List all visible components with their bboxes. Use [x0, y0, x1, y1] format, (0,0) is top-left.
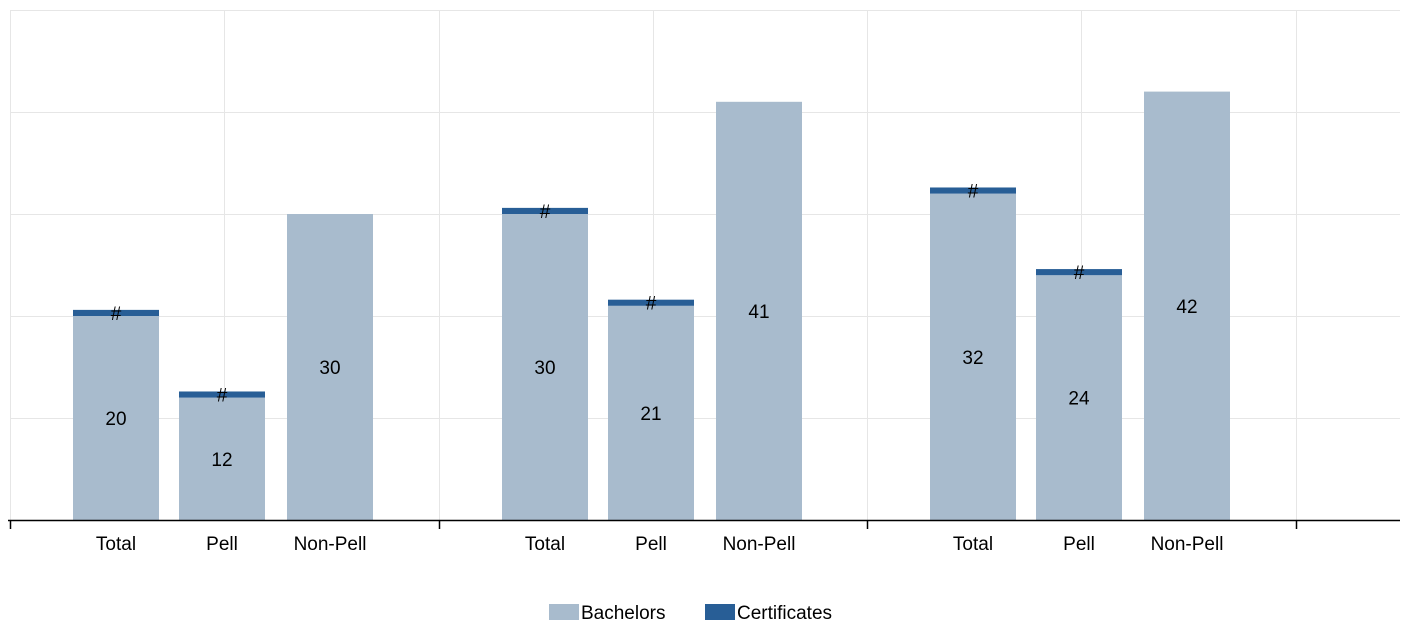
bar-layer — [73, 91, 1230, 521]
bar-certificates-g0-pell — [179, 391, 265, 398]
legend-label-bachelors: Bachelors — [581, 603, 666, 624]
axis-layer — [8, 519, 1400, 529]
x-tick-label-g0-non-pell: Non-Pell — [294, 534, 367, 555]
x-tick-label-g1-non-pell: Non-Pell — [723, 534, 796, 555]
data-label-bachelors-g1-total: 30 — [534, 358, 555, 379]
bar-bachelors-g0-pell — [179, 397, 265, 520]
bar-certificates-g1-pell — [608, 299, 694, 306]
x-tick-label-g1-pell: Pell — [635, 534, 667, 555]
data-label-bachelors-g0-total: 20 — [105, 409, 126, 430]
legend-swatch-certificates — [705, 604, 735, 620]
data-label-certificates-g1-pell: # — [646, 294, 657, 315]
x-tick-label-g1-total: Total — [525, 534, 565, 555]
x-tick-label-g2-total: Total — [953, 534, 993, 555]
data-label-certificates-g1-total: # — [540, 202, 551, 223]
bar-certificates-g1-total — [502, 207, 588, 214]
data-label-bachelors-g1-non-pell: 41 — [748, 302, 769, 323]
bar-bachelors-g0-total — [73, 316, 159, 520]
data-label-certificates-g2-pell: # — [1074, 263, 1085, 284]
bar-certificates-g2-total — [930, 187, 1016, 194]
data-label-certificates-g0-total: # — [111, 304, 122, 325]
data-label-certificates-g2-total: # — [968, 182, 979, 203]
bar-bachelors-g1-total — [502, 214, 588, 520]
x-tick-label-g0-pell: Pell — [206, 534, 238, 555]
bar-bachelors-g2-total — [930, 193, 1016, 520]
x-tick-label-g2-pell: Pell — [1063, 534, 1095, 555]
data-label-bachelors-g1-pell: 21 — [640, 404, 661, 425]
data-label-bachelors-g2-non-pell: 42 — [1176, 297, 1197, 318]
bar-bachelors-g1-non-pell — [716, 101, 802, 521]
data-label-bachelors-g0-pell: 12 — [211, 450, 232, 471]
data-label-bachelors-g2-total: 32 — [962, 348, 983, 369]
bar-bachelors-g0-non-pell — [287, 214, 373, 520]
legend-label-certificates: Certificates — [737, 603, 832, 624]
legend-swatch-bachelors — [549, 604, 579, 620]
legend: Bachelors Certificates — [549, 603, 832, 624]
x-tick-label-g2-non-pell: Non-Pell — [1151, 534, 1224, 555]
label-layer: 20 # Total 12 # Pell 30 Non-Pell 30 # Total 21 # Pell… — [96, 182, 1224, 555]
x-tick-label-g0-total: Total — [96, 534, 136, 555]
grid-layer — [10, 10, 1400, 520]
data-label-bachelors-g2-pell: 24 — [1068, 389, 1090, 410]
data-label-certificates-g0-pell: # — [217, 386, 228, 407]
bar-bachelors-g1-pell — [608, 305, 694, 520]
bar-bachelors-g2-non-pell — [1144, 91, 1230, 520]
bar-certificates-g0-total — [73, 309, 159, 316]
data-label-bachelors-g0-non-pell: 30 — [319, 358, 340, 379]
bar-certificates-g2-pell — [1036, 269, 1122, 276]
bar-bachelors-g2-pell — [1036, 275, 1122, 520]
